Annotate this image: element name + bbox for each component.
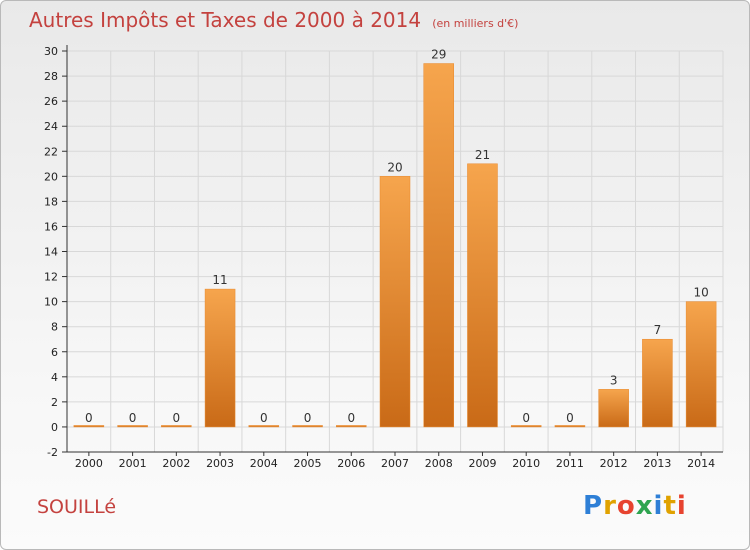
- x-tick-label: 2010: [512, 457, 540, 470]
- data-label: 0: [347, 411, 355, 425]
- chart-title: Autres Impôts et Taxes de 2000 à 2014: [29, 8, 422, 32]
- x-tick-label: 2013: [643, 457, 671, 470]
- bar-2002: [161, 425, 192, 428]
- y-tick-label: 16: [44, 220, 58, 233]
- data-label: 11: [212, 273, 227, 287]
- y-tick-label: 24: [44, 120, 58, 133]
- y-tick-label: -2: [47, 446, 58, 459]
- x-tick-label: 2006: [337, 457, 365, 470]
- y-tick-label: 0: [51, 421, 58, 434]
- data-label: 3: [610, 373, 618, 387]
- x-tick-label: 2000: [75, 457, 103, 470]
- proxiti-logo: Proxiti: [583, 491, 687, 521]
- logo-letter: t: [663, 491, 677, 521]
- y-tick-label: 20: [44, 170, 58, 183]
- bar-2008: [423, 63, 454, 428]
- bar-2009: [467, 163, 498, 428]
- x-tick-label: 2011: [556, 457, 584, 470]
- data-label: 0: [173, 411, 181, 425]
- y-tick-label: 30: [44, 45, 58, 58]
- y-tick-label: 10: [44, 296, 58, 309]
- y-tick-label: 26: [44, 95, 58, 108]
- logo-letter: r: [603, 491, 617, 521]
- bar-2012: [598, 389, 629, 428]
- y-tick-label: 6: [51, 346, 58, 359]
- x-tick-label: 2003: [206, 457, 234, 470]
- data-label: 0: [522, 411, 530, 425]
- chart-title-line: Autres Impôts et Taxes de 2000 à 2014 (e…: [29, 8, 518, 32]
- bar-2014: [685, 301, 717, 428]
- data-labels: 0 0 0 11 0 0 0 20 29 21 0 0 3 7 10: [85, 48, 709, 425]
- data-label: 0: [129, 411, 137, 425]
- bar-2003: [204, 288, 236, 428]
- y-tick-label: 2: [51, 396, 58, 409]
- logo-letter: i: [676, 491, 687, 521]
- logo-letter: x: [635, 491, 654, 521]
- x-tick-label: 2001: [119, 457, 147, 470]
- x-tick-label: 2002: [162, 457, 190, 470]
- bar-2005: [292, 425, 323, 428]
- x-tick-label: 2005: [294, 457, 322, 470]
- x-tick-label: 2014: [687, 457, 715, 470]
- bar-2001: [117, 425, 148, 428]
- x-tick-label: 2007: [381, 457, 409, 470]
- bar-2007: [379, 176, 411, 428]
- x-tick-label: 2012: [600, 457, 628, 470]
- data-label: 29: [431, 48, 446, 62]
- y-tick-label: 8: [51, 321, 58, 334]
- data-label: 21: [475, 148, 490, 162]
- y-tick-label: 18: [44, 195, 58, 208]
- data-label: 0: [566, 411, 574, 425]
- bar-2004: [248, 425, 280, 428]
- data-label: 7: [654, 323, 662, 337]
- y-tick-label: 12: [44, 271, 58, 284]
- x-tick-label: 2008: [425, 457, 453, 470]
- bar-2011: [554, 425, 586, 428]
- bar-2013: [642, 338, 673, 428]
- data-label: 20: [387, 160, 402, 174]
- bar-2000: [73, 425, 105, 428]
- logo-letter: P: [583, 491, 604, 521]
- y-tick-label: 14: [44, 246, 58, 259]
- y-tick-label: 22: [44, 145, 58, 158]
- y-tick-label: 28: [44, 70, 58, 83]
- x-tick-label: 2004: [250, 457, 278, 470]
- bar-2010: [510, 425, 542, 428]
- x-tick-label: 2009: [468, 457, 496, 470]
- y-tick-label: 4: [51, 371, 58, 384]
- bar-2006: [336, 425, 367, 428]
- data-label: 0: [304, 411, 312, 425]
- chart-subtitle: (en milliers d'€): [432, 17, 519, 30]
- data-label: 0: [85, 411, 93, 425]
- logo-letter: o: [616, 491, 636, 521]
- logo-letter: i: [653, 491, 664, 521]
- bars: [73, 63, 717, 428]
- data-label: 0: [260, 411, 268, 425]
- commune-name: SOUILLé: [37, 496, 117, 518]
- data-label: 10: [693, 286, 708, 300]
